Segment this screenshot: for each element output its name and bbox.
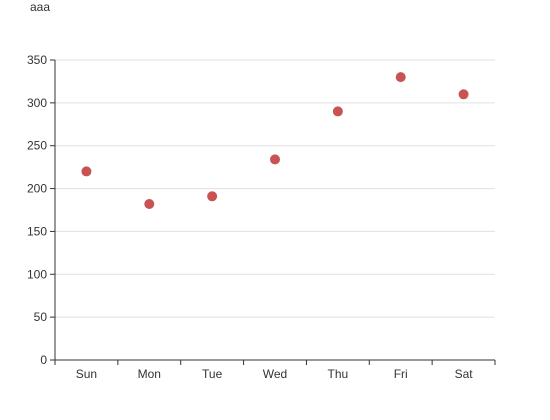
x-tick-label: Thu	[328, 367, 349, 381]
data-point[interactable]	[144, 199, 155, 209]
x-tick-labels: Sun Mon Tue Wed Thu Fri Sat	[76, 367, 473, 381]
y-tick-label: 0	[40, 353, 47, 367]
axes	[50, 59, 496, 365]
data-point[interactable]	[332, 106, 343, 117]
y-tick-label: 150	[27, 224, 47, 238]
data-point[interactable]	[81, 166, 92, 177]
y-tick-label: 200	[27, 182, 47, 196]
grid-lines	[55, 59, 495, 318]
y-tick-label: 50	[34, 310, 48, 324]
data-point[interactable]	[458, 89, 469, 100]
x-tick-label: Wed	[263, 367, 287, 381]
data-points	[81, 72, 469, 209]
data-point[interactable]	[270, 154, 280, 165]
y-tick-label: 300	[27, 96, 47, 110]
x-tick-label: Fri	[394, 367, 408, 381]
y-tick-label: 350	[27, 53, 47, 67]
x-tick-label: Mon	[138, 367, 161, 381]
chart-title: aaa	[30, 0, 51, 14]
y-tick-labels: 0 50 100 150 200 250 300 350	[27, 53, 47, 367]
data-point[interactable]	[207, 191, 218, 202]
y-tick-label: 100	[27, 267, 47, 281]
data-point[interactable]	[395, 72, 406, 83]
x-tick-label: Tue	[202, 367, 223, 381]
x-tick-label: Sat	[455, 367, 474, 381]
y-tick-label: 250	[27, 139, 47, 153]
x-tick-label: Sun	[76, 367, 97, 381]
